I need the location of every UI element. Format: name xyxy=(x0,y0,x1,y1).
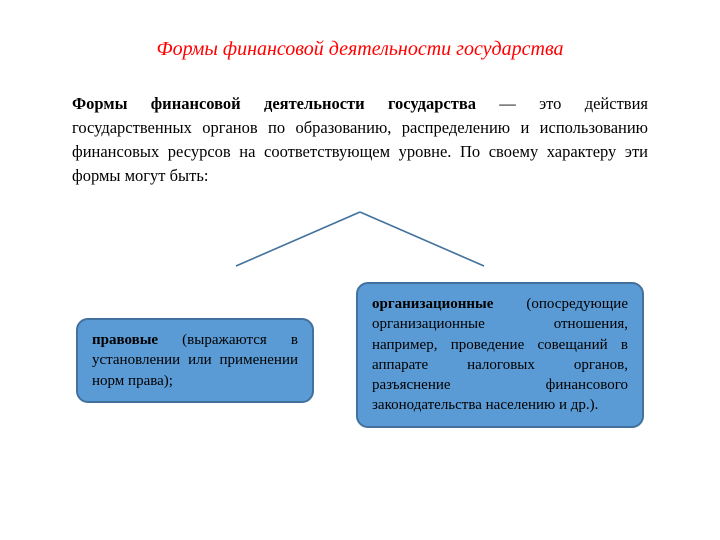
intro-lead: Формы финансовой деятельности государств… xyxy=(72,94,476,113)
intro-paragraph: Формы финансовой деятельности государств… xyxy=(72,92,648,188)
branch-left-line xyxy=(236,212,360,266)
node-right-lead: организационные xyxy=(372,296,493,312)
node-right: организационные (опосредующие организаци… xyxy=(356,282,644,428)
branch-right-line xyxy=(360,212,484,266)
node-left: правовые (выражаются в установлении или … xyxy=(76,318,314,403)
node-right-rest: (опосредующие организационные отношения,… xyxy=(372,296,628,413)
page-title: Формы финансовой деятельности государств… xyxy=(0,38,720,61)
branch-connector xyxy=(230,210,490,270)
node-left-lead: правовые xyxy=(92,332,158,348)
